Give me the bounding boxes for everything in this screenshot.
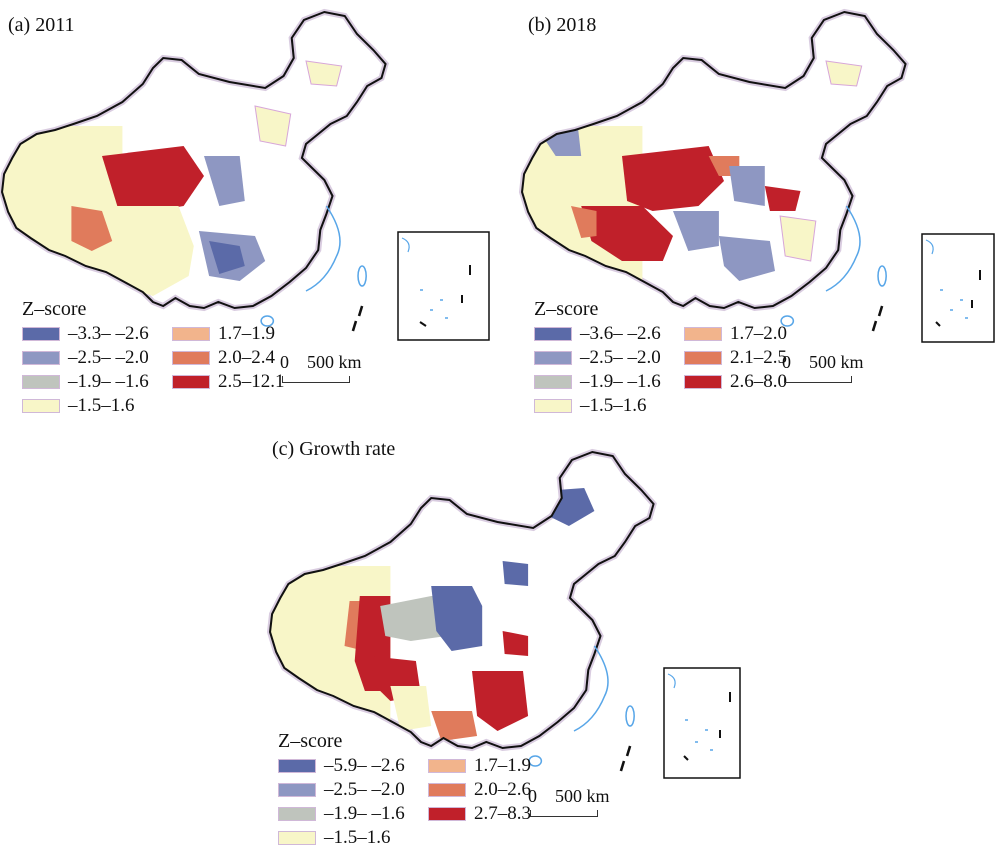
legend-a-title: Z–score [22,298,87,320]
scalebar-a: 0 500 km [280,352,362,383]
legend-swatch [684,327,722,341]
legend-label: –1.9– –1.6 [68,371,149,392]
legend-item: –2.5– –2.0 [534,347,684,369]
legend-item: 2.0–2.4 [172,347,322,369]
legend-swatch [278,807,316,821]
scalebar-b-line [784,376,852,383]
scalebar-c: 0 500 km [528,786,610,817]
map-a [0,0,490,341]
legend-label: 2.0–2.4 [218,347,275,368]
panel-c-label: (c) Growth rate [272,438,396,460]
legend-swatch [534,327,572,341]
legend-c-title: Z–score [278,730,343,752]
legend-swatch [278,759,316,773]
legend-item: –2.5– –2.0 [22,347,172,369]
legend-label: 1.7–2.0 [730,323,787,344]
legend-item: 2.6–8.0 [684,371,834,393]
map-c [260,430,741,779]
legend-label: 2.6–8.0 [730,371,787,392]
legend-label: –1.9– –1.6 [324,803,405,824]
legend-label: –1.5–1.6 [580,395,647,416]
map-b [520,0,995,343]
legend-swatch [278,783,316,797]
legend-swatch [22,399,60,413]
legend-swatch [428,759,466,773]
scalebar-a-label: 0 500 km [280,352,362,372]
legend-item: –1.9– –1.6 [534,371,684,393]
legend-label: 2.0–2.6 [474,779,531,800]
legend-swatch [534,351,572,365]
legend-label: –3.3– –2.6 [68,323,149,344]
legend-label: 2.7–8.3 [474,803,531,824]
legend-swatch [172,327,210,341]
legend-item: –3.6– –2.6 [534,323,684,345]
legend-swatch [278,831,316,845]
scalebar-c-label: 0 500 km [528,786,610,806]
legend-item: 2.0–2.6 [428,779,578,801]
legend-b: Z–score –3.6– –2.6 1.7–2.0 –2.5– –2.0 2.1–2… [534,298,834,417]
legend-item: 2.1–2.5 [684,347,834,369]
legend-label: –1.5–1.6 [324,827,391,848]
legend-item: –1.5–1.6 [278,827,428,849]
legend-item: 2.7–8.3 [428,803,578,825]
panel-c: (c) Growth rate [260,430,760,848]
legend-swatch [172,375,210,389]
legend-item: –3.3– –2.6 [22,323,172,345]
legend-swatch [534,375,572,389]
legend-c: Z–score –5.9– –2.6 1.7–1.9 –2.5– –2.0 2.0–2… [278,730,578,849]
legend-label: –2.5– –2.0 [580,347,661,368]
legend-item: –1.9– –1.6 [22,371,172,393]
scalebar-b-label: 0 500 km [782,352,864,372]
legend-label: –2.5– –2.0 [68,347,149,368]
legend-swatch [22,327,60,341]
panel-a-label: (a) 2011 [8,14,75,36]
legend-c-items: –5.9– –2.6 1.7–1.9 –2.5– –2.0 2.0–2.6 –1.9– … [278,755,578,849]
scalebar-b: 0 500 km [782,352,864,383]
panel-b: (b) 2018 [520,0,1000,420]
legend-swatch [22,375,60,389]
legend-label: 2.5–12.1 [218,371,285,392]
legend-item: –1.9– –1.6 [278,803,428,825]
legend-label: –1.9– –1.6 [580,371,661,392]
legend-label: –5.9– –2.6 [324,755,405,776]
legend-label: –1.5–1.6 [68,395,135,416]
legend-item: 1.7–1.9 [428,755,578,777]
legend-swatch [684,351,722,365]
legend-item: 1.7–2.0 [684,323,834,345]
panel-a: (a) 2011 [0,0,500,420]
legend-a-items: –3.3– –2.6 1.7–1.9 –2.5– –2.0 2.0–2.4 –1.9– … [22,323,322,417]
legend-swatch [428,807,466,821]
legend-label: –3.6– –2.6 [580,323,661,344]
legend-label: –2.5– –2.0 [324,779,405,800]
legend-swatch [22,351,60,365]
legend-b-title: Z–score [534,298,599,320]
legend-b-items: –3.6– –2.6 1.7–2.0 –2.5– –2.0 2.1–2.5 –1.9– … [534,323,834,417]
legend-item: –1.5–1.6 [22,395,172,417]
legend-swatch [172,351,210,365]
legend-label: 1.7–1.9 [474,755,531,776]
legend-item: 1.7–1.9 [172,323,322,345]
legend-item: –5.9– –2.6 [278,755,428,777]
scalebar-c-line [530,810,598,817]
legend-label: 2.1–2.5 [730,347,787,368]
legend-swatch [428,783,466,797]
legend-item: –1.5–1.6 [534,395,684,417]
legend-a: Z–score –3.3– –2.6 1.7–1.9 –2.5– –2.0 2.0–2… [22,298,322,417]
legend-item: –2.5– –2.0 [278,779,428,801]
legend-item: 2.5–12.1 [172,371,322,393]
legend-swatch [684,375,722,389]
legend-swatch [534,399,572,413]
scalebar-a-line [282,376,350,383]
legend-label: 1.7–1.9 [218,323,275,344]
panel-b-label: (b) 2018 [528,14,597,36]
